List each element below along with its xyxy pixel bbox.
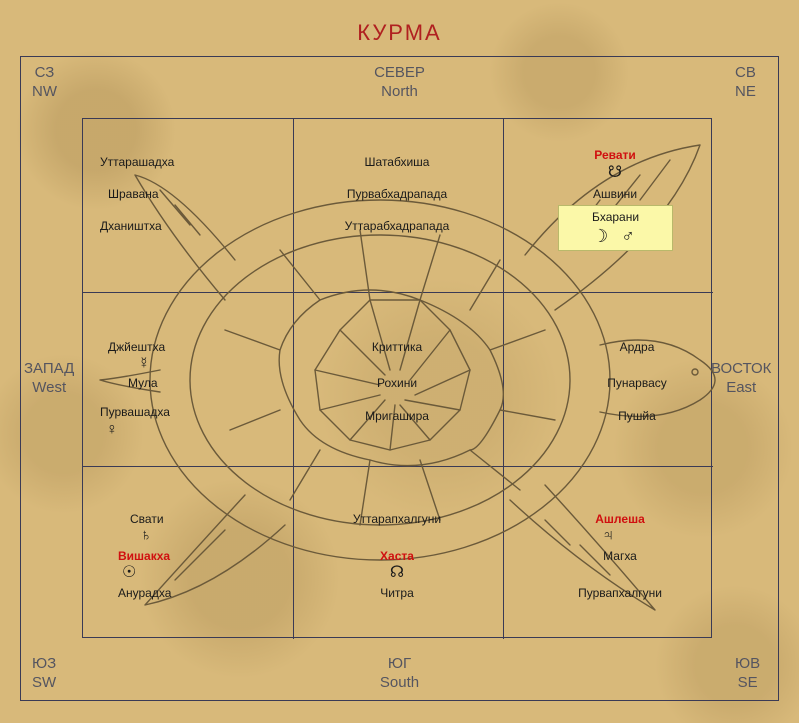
dir-nw-en: NW — [32, 83, 57, 102]
w_cell-item-0[interactable]: Джйештха — [108, 340, 165, 354]
s_cell-item-0[interactable]: Уттарапхалгуни — [353, 512, 441, 526]
c_cell-item-0[interactable]: Криттика — [372, 340, 422, 354]
dir-se-en: SE — [735, 674, 760, 693]
w_cell-item-4[interactable]: ♀ — [106, 422, 118, 438]
sw_cell-item-0[interactable]: Свати — [130, 512, 164, 526]
dir-w-en: West — [24, 379, 74, 398]
e_cell-item-2[interactable]: Пушйа — [618, 409, 656, 423]
dir-sw-en: SW — [32, 674, 56, 693]
s_cell-item-3[interactable]: Читра — [380, 586, 414, 600]
se_cell-item-0[interactable]: Ашлеша — [595, 512, 644, 526]
s_cell-item-1[interactable]: Хаста — [380, 549, 414, 563]
ne_cell-item-0[interactable]: Ревати — [594, 148, 636, 162]
se_cell-item-2[interactable]: Магха — [603, 549, 637, 563]
n_cell-item-1[interactable]: Пурвабхадрапада — [347, 187, 447, 201]
dir-s-en: South — [360, 674, 440, 693]
dir-ne-ru: СВ — [735, 64, 756, 83]
nw_cell-item-0[interactable]: Уттарашадха — [100, 155, 174, 169]
dir-label-s: ЮГ South — [360, 655, 440, 693]
n_cell-item-2[interactable]: Уттарабхадрапада — [345, 219, 450, 233]
ne_cell-item-2[interactable]: Ашвини — [593, 187, 637, 201]
w_cell-item-3[interactable]: Пурвашадха — [100, 405, 170, 419]
s_cell-item-2[interactable]: ☊ — [390, 565, 404, 581]
c_cell-item-2[interactable]: Мригашира — [365, 409, 429, 423]
dir-label-se: ЮВ SE — [735, 655, 760, 693]
highlight-glyphs: ☽ ♂ — [559, 226, 672, 247]
ne_cell-item-1[interactable]: ☋ — [608, 165, 622, 181]
dir-ne-en: NE — [735, 83, 756, 102]
dir-label-sw: ЮЗ SW — [32, 655, 56, 693]
dir-label-n: СЕВЕР North — [360, 64, 440, 102]
se_cell-item-3[interactable]: Пурвапхалгуни — [578, 586, 662, 600]
highlight-nakshatra[interactable]: Бхарани ☽ ♂ — [558, 205, 673, 251]
dir-s-ru: ЮГ — [360, 655, 440, 674]
sw_cell-item-1[interactable]: ♄ — [140, 528, 152, 544]
dir-se-ru: ЮВ — [735, 655, 760, 674]
dir-e-ru: ВОСТОК — [711, 360, 771, 379]
dir-nw-ru: СЗ — [32, 64, 57, 83]
dir-label-w: ЗАПАД West — [24, 360, 74, 398]
nw_cell-item-1[interactable]: Шравана — [108, 187, 159, 201]
sw_cell-item-4[interactable]: Анурадха — [118, 586, 171, 600]
sw_cell-item-3[interactable]: ☉ — [122, 565, 136, 581]
e_cell-item-0[interactable]: Ардра — [620, 340, 655, 354]
chart-title: КУРМА — [0, 20, 799, 46]
e_cell-item-1[interactable]: Пунарвасу — [607, 376, 667, 390]
w_cell-item-1[interactable]: ☿ — [138, 356, 150, 372]
se_cell-item-1[interactable]: ♃ — [602, 528, 614, 544]
highlight-label: Бхарани — [559, 210, 672, 224]
dir-label-nw: СЗ NW — [32, 64, 57, 102]
dir-label-ne: СВ NE — [735, 64, 756, 102]
c_cell-item-1[interactable]: Рохини — [377, 376, 417, 390]
sw_cell-item-2[interactable]: Вишакха — [118, 549, 170, 563]
dir-label-e: ВОСТОК East — [711, 360, 771, 398]
w_cell-item-2[interactable]: Мула — [128, 376, 158, 390]
n_cell-item-0[interactable]: Шатабхиша — [365, 155, 430, 169]
dir-n-ru: СЕВЕР — [360, 64, 440, 83]
nw_cell-item-2[interactable]: Дхаништха — [100, 219, 162, 233]
dir-n-en: North — [360, 83, 440, 102]
dir-sw-ru: ЮЗ — [32, 655, 56, 674]
dir-e-en: East — [711, 379, 771, 398]
dir-w-ru: ЗАПАД — [24, 360, 74, 379]
